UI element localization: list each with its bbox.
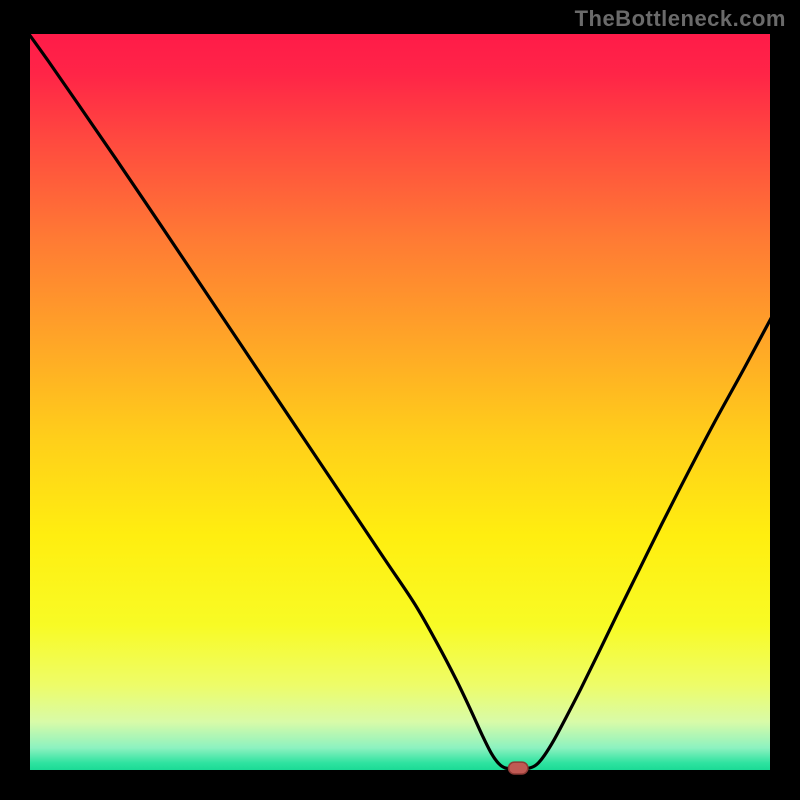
watermark-text: TheBottleneck.com <box>575 6 786 32</box>
optimal-point-marker <box>508 762 527 774</box>
gradient-background <box>26 30 774 774</box>
plot-svg <box>26 30 774 774</box>
plot-area <box>26 30 774 774</box>
